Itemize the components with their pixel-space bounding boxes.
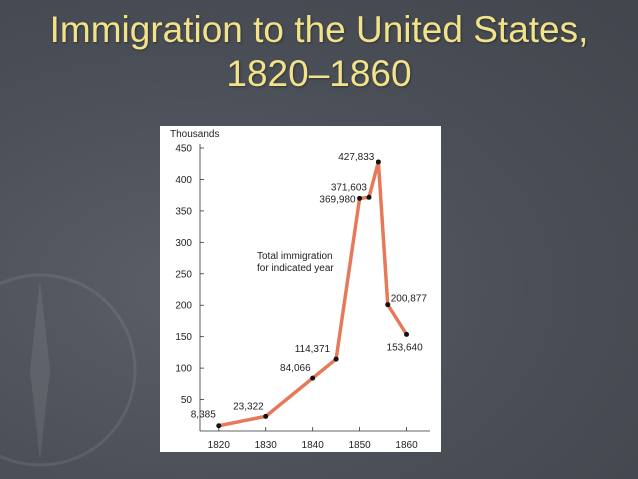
data-point-marker [216,423,222,429]
data-label: 84,066 [280,363,311,374]
y-tick-label: 450 [175,144,192,155]
data-label: 8,385 [191,410,216,421]
y-tick-label: 350 [175,206,192,217]
y-tick-label: 300 [175,238,192,249]
data-label: 369,980 [319,194,356,205]
title-line-2: 1820–1860 [226,53,412,94]
x-tick-label: 1850 [348,440,371,451]
data-point-marker [375,159,381,165]
chart-annotation: for indicated year [257,263,334,274]
x-tick-label: 1820 [208,440,231,451]
x-tick-label: 1830 [255,440,278,451]
x-tick-label: 1860 [395,440,418,451]
y-tick-label: 200 [175,301,192,312]
y-axis-label: Thousands [170,129,219,140]
data-point-marker [263,413,269,419]
immigration-line-chart: 50 100 150 200 250 300 350 400 450 1820 1830 1840 18… [170,129,430,451]
chart-panel: 50 100 150 200 250 300 350 400 450 1820 1830 1840 18… [160,126,441,452]
data-label: 200,877 [391,294,428,305]
data-label: 427,833 [338,152,375,163]
y-tick-label: 250 [175,269,192,280]
y-tick-label: 400 [175,175,192,186]
data-label: 153,640 [387,342,424,353]
y-tick-label: 100 [175,364,192,375]
slide-title: Immigration to the United States, 1820–1… [0,8,638,96]
data-point-marker [333,356,339,362]
y-tick-label: 150 [175,332,192,343]
data-point-marker [385,302,391,308]
immigration-series-line [218,160,409,428]
y-tick-label: 50 [181,395,193,406]
data-label: 114,371 [295,344,331,355]
data-point-marker [357,195,363,201]
chart-annotation: Total immigration [257,251,333,262]
data-label: 23,322 [233,401,264,412]
title-line-1: Immigration to the United States, [49,9,589,50]
x-tick-label: 1840 [302,440,325,451]
data-point-marker [310,375,316,381]
data-point-marker [366,194,372,200]
data-label: 371,603 [331,182,368,193]
data-point-marker [404,331,410,337]
compass-watermark [0,273,137,467]
